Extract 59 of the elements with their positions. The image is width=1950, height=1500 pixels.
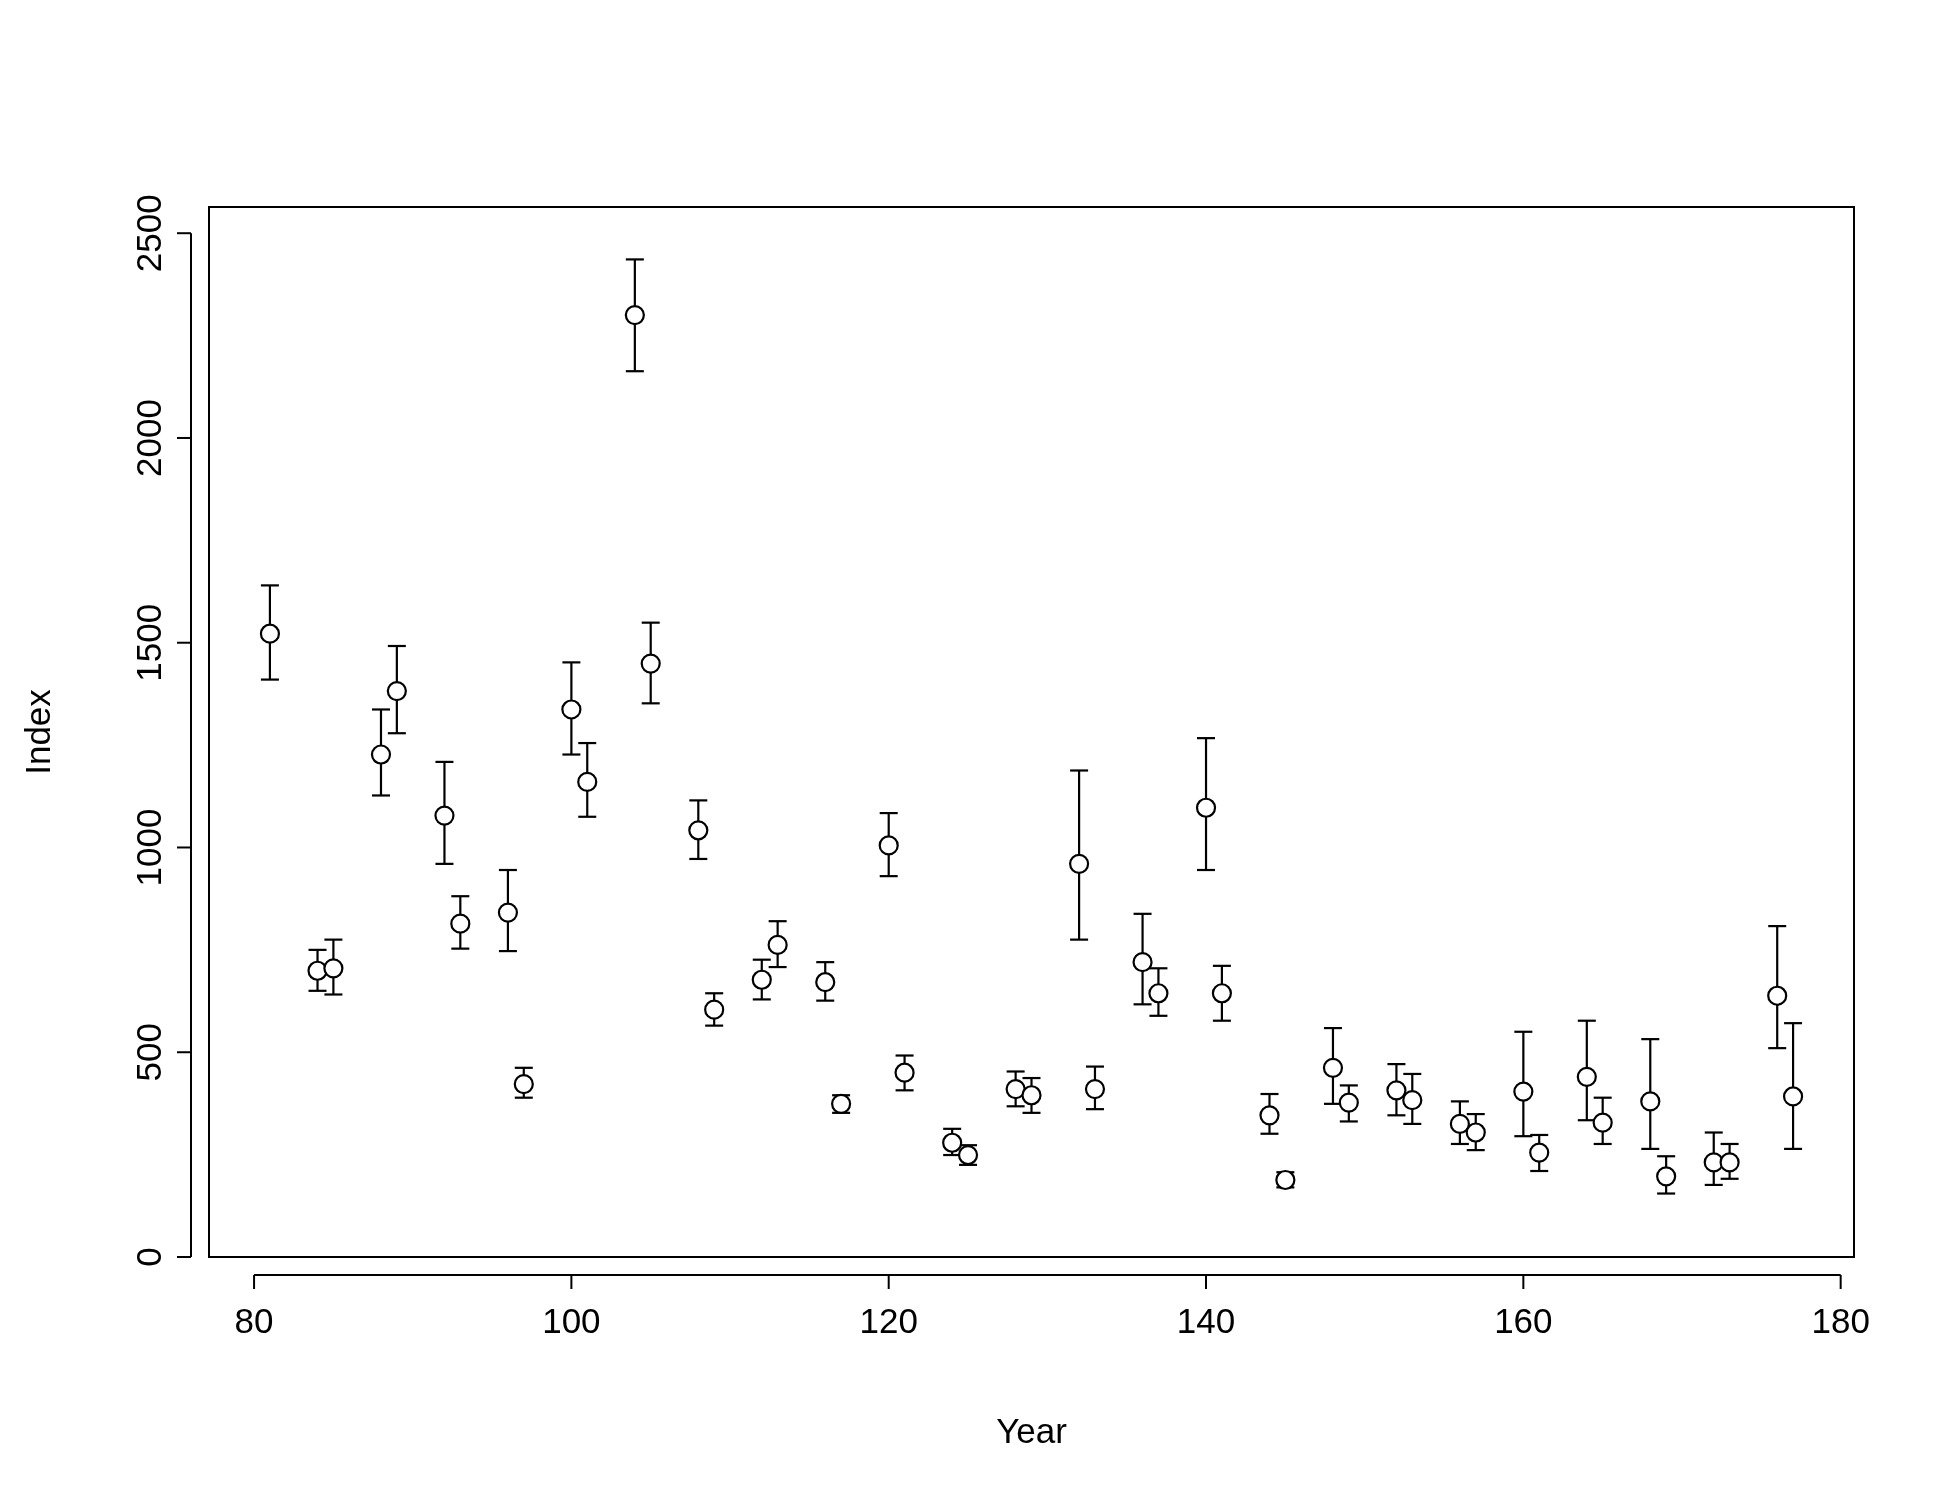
point bbox=[370, 744, 392, 765]
point bbox=[1259, 1105, 1280, 1126]
point bbox=[1338, 1092, 1359, 1113]
point bbox=[1719, 1152, 1740, 1173]
point bbox=[688, 820, 709, 841]
point bbox=[751, 969, 772, 990]
x-axis-title: Year bbox=[996, 1411, 1068, 1450]
x-tick-label: 180 bbox=[1811, 1301, 1870, 1340]
point bbox=[1767, 985, 1788, 1006]
point bbox=[1005, 1079, 1026, 1100]
y-tick-label: 1000 bbox=[129, 808, 168, 887]
point bbox=[1069, 853, 1090, 874]
x-tick-label: 120 bbox=[859, 1301, 918, 1340]
point bbox=[1386, 1080, 1407, 1101]
point bbox=[1640, 1091, 1661, 1112]
point bbox=[1148, 983, 1169, 1004]
point bbox=[1465, 1122, 1486, 1143]
y-tick-label: 500 bbox=[129, 1023, 168, 1082]
point bbox=[767, 934, 788, 956]
y-tick-label: 1500 bbox=[129, 603, 168, 682]
point bbox=[1513, 1081, 1534, 1102]
point bbox=[624, 305, 645, 326]
point bbox=[894, 1062, 915, 1083]
point bbox=[1322, 1057, 1344, 1078]
point bbox=[1021, 1085, 1042, 1106]
point bbox=[815, 972, 836, 993]
y-tick-label: 2500 bbox=[129, 194, 168, 273]
point bbox=[323, 958, 344, 979]
point bbox=[259, 623, 281, 644]
point bbox=[1195, 797, 1217, 818]
point bbox=[1656, 1166, 1677, 1187]
point bbox=[577, 771, 598, 793]
y-tick-label: 2000 bbox=[129, 399, 168, 477]
point bbox=[386, 680, 407, 702]
point bbox=[307, 960, 328, 981]
point bbox=[561, 699, 582, 720]
point bbox=[1529, 1142, 1550, 1163]
point bbox=[1592, 1112, 1613, 1133]
point bbox=[1782, 1086, 1804, 1107]
x-tick-label: 100 bbox=[542, 1301, 601, 1340]
x-tick-label: 80 bbox=[234, 1301, 274, 1340]
point bbox=[497, 902, 519, 923]
point bbox=[878, 835, 899, 856]
point bbox=[513, 1074, 534, 1095]
point bbox=[1402, 1090, 1423, 1111]
point bbox=[1211, 983, 1232, 1004]
point bbox=[942, 1132, 963, 1153]
point bbox=[640, 653, 661, 674]
point bbox=[450, 913, 471, 934]
y-tick-label: 0 bbox=[129, 1247, 168, 1267]
point bbox=[1576, 1066, 1597, 1087]
point bbox=[1132, 952, 1153, 973]
x-tick-label: 140 bbox=[1176, 1301, 1236, 1340]
y-axis-title: Index bbox=[18, 688, 57, 775]
point bbox=[434, 805, 455, 826]
point bbox=[1084, 1079, 1106, 1100]
point bbox=[1449, 1113, 1470, 1135]
x-tick-label: 160 bbox=[1494, 1301, 1553, 1340]
point bbox=[704, 999, 725, 1020]
